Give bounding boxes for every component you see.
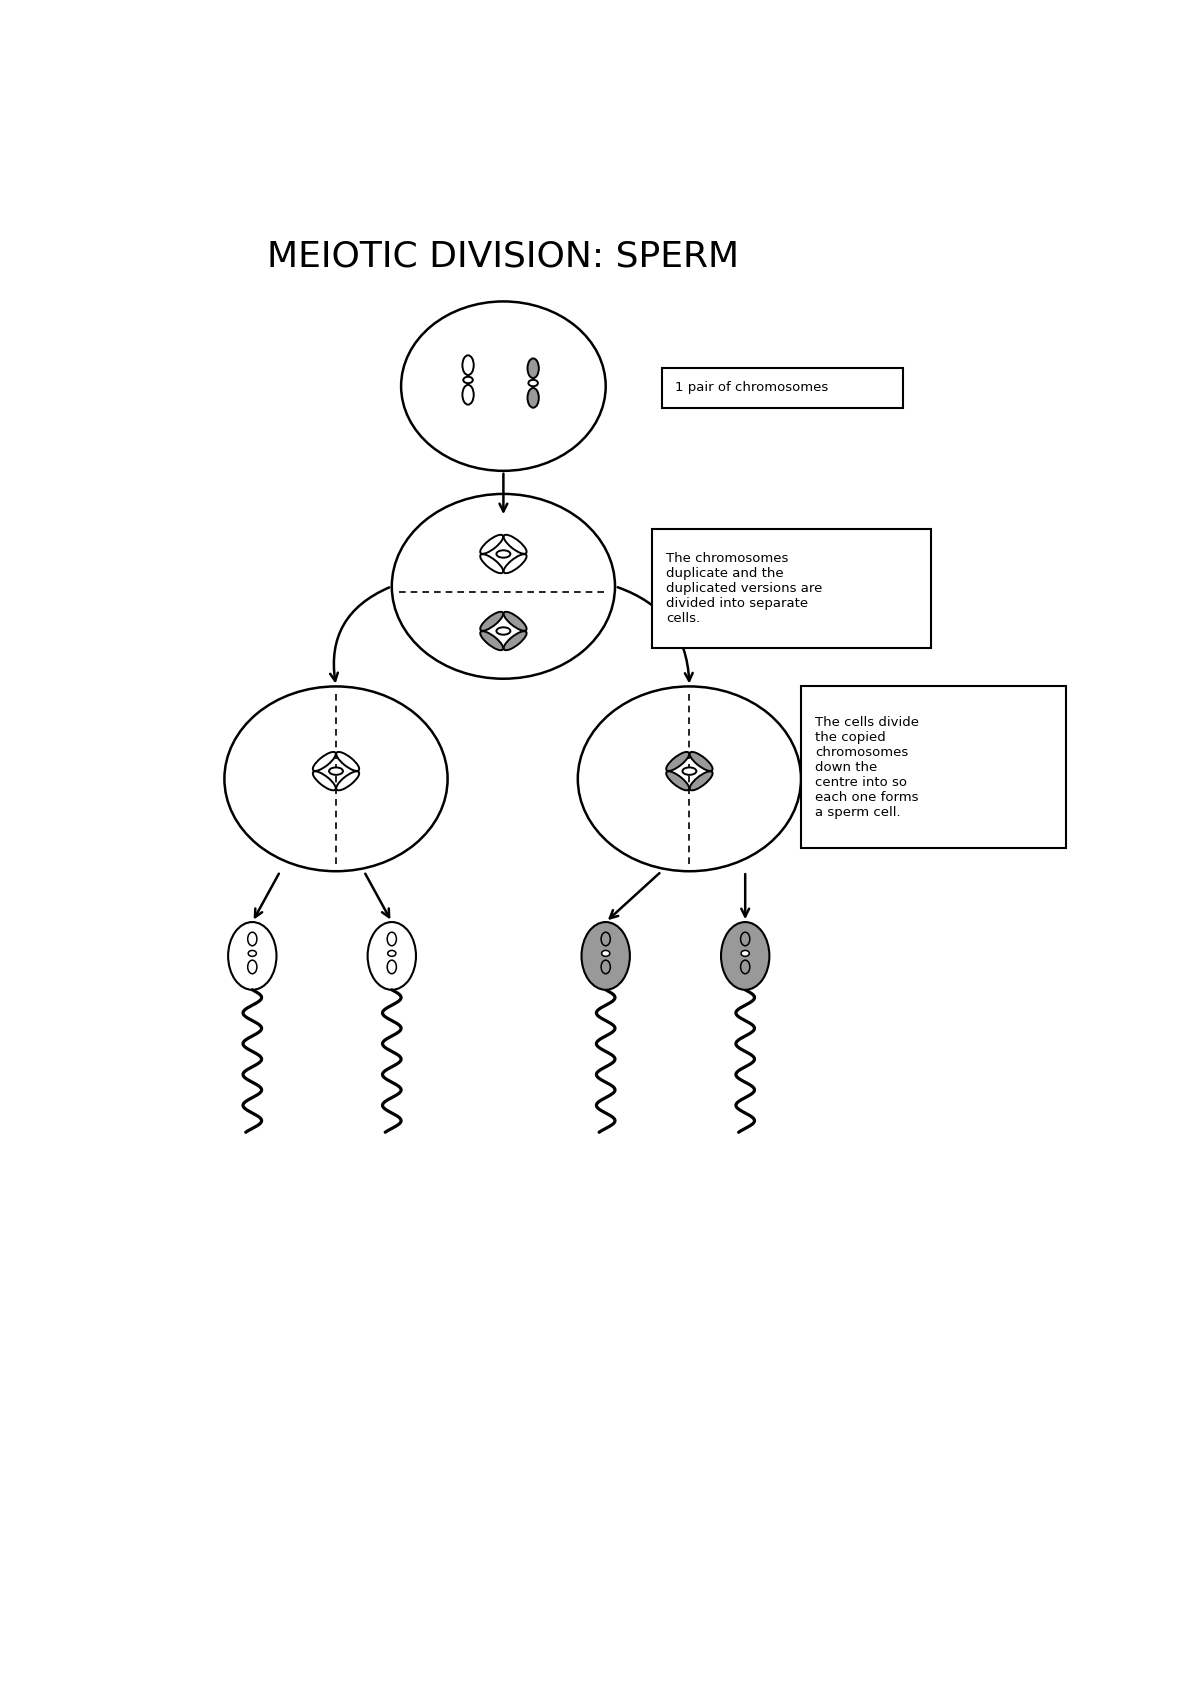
Ellipse shape: [740, 932, 750, 945]
FancyArrowPatch shape: [330, 587, 389, 680]
Ellipse shape: [528, 389, 539, 407]
Ellipse shape: [666, 752, 689, 770]
FancyArrowPatch shape: [618, 587, 692, 680]
Bar: [802, 686, 1066, 848]
Ellipse shape: [504, 631, 527, 650]
Bar: [661, 368, 904, 407]
Ellipse shape: [329, 767, 343, 776]
Ellipse shape: [721, 921, 769, 989]
Ellipse shape: [497, 628, 510, 635]
Ellipse shape: [690, 752, 713, 770]
Ellipse shape: [463, 377, 473, 384]
Ellipse shape: [480, 631, 503, 650]
Ellipse shape: [742, 950, 749, 957]
Ellipse shape: [582, 921, 630, 989]
Ellipse shape: [480, 613, 503, 631]
Ellipse shape: [740, 961, 750, 974]
Ellipse shape: [388, 950, 396, 957]
Ellipse shape: [601, 950, 610, 957]
Ellipse shape: [248, 950, 257, 957]
Ellipse shape: [666, 772, 689, 791]
Text: MEIOTIC DIVISION: SPERM: MEIOTIC DIVISION: SPERM: [268, 239, 739, 273]
Ellipse shape: [683, 767, 696, 776]
Ellipse shape: [504, 613, 527, 631]
Ellipse shape: [497, 550, 510, 558]
Bar: [653, 528, 931, 648]
Ellipse shape: [601, 961, 611, 974]
Ellipse shape: [601, 932, 611, 945]
Text: 1 pair of chromosomes: 1 pair of chromosomes: [676, 382, 829, 394]
Text: The cells divide
the copied
chromosomes
down the
centre into so
each one forms
a: The cells divide the copied chromosomes …: [815, 716, 919, 818]
Ellipse shape: [690, 772, 713, 791]
Ellipse shape: [528, 380, 538, 387]
Ellipse shape: [528, 358, 539, 378]
Text: The chromosomes
duplicate and the
duplicated versions are
divided into separate
: The chromosomes duplicate and the duplic…: [666, 552, 822, 624]
